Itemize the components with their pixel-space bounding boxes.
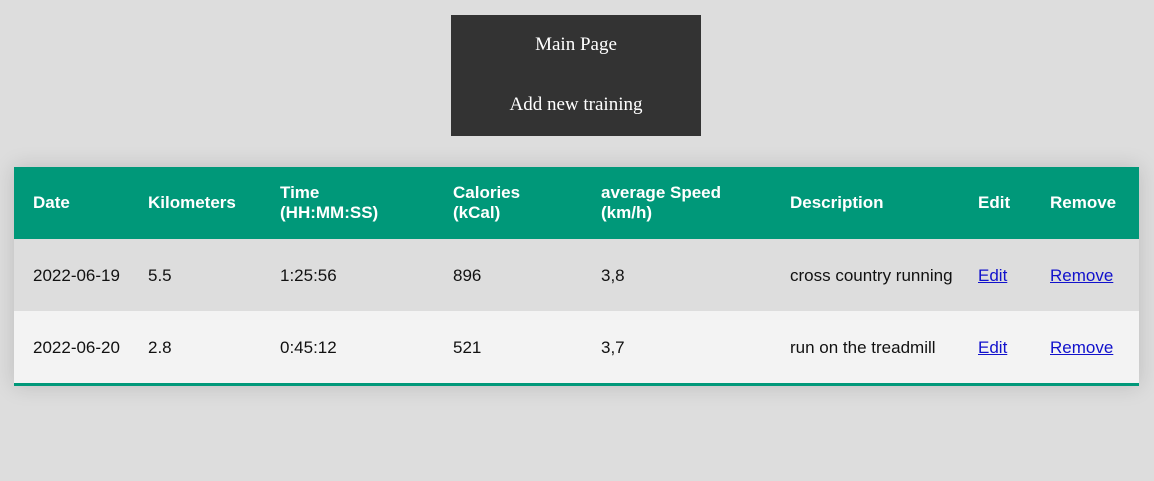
cell-kilometers: 5.5 bbox=[148, 265, 172, 285]
add-new-training-link[interactable]: Add new training bbox=[509, 94, 643, 115]
header-row: Date Kilometers Time (HH:MM:SS) Calories(… bbox=[14, 167, 1139, 239]
cell-description: cross country running bbox=[790, 265, 953, 285]
header-description: Description bbox=[790, 193, 884, 212]
cell-edit: Edit bbox=[959, 311, 1031, 383]
trainings-table: Date Kilometers Time (HH:MM:SS) Calories(… bbox=[14, 167, 1139, 383]
cell-remove: Remove bbox=[1031, 311, 1139, 383]
header-date: Date bbox=[33, 193, 70, 212]
table-row: 2022-06-20 2.8 0:45:12 521 3,7 run on th… bbox=[14, 311, 1139, 383]
header-edit: Edit bbox=[978, 193, 1011, 212]
remove-link[interactable]: Remove bbox=[1050, 337, 1114, 357]
cell-speed: 3,7 bbox=[601, 337, 625, 357]
cell-remove: Remove bbox=[1031, 239, 1139, 311]
cell-edit: Edit bbox=[959, 239, 1031, 311]
cell-time: 0:45:12 bbox=[280, 337, 337, 357]
cell-speed: 3,8 bbox=[601, 265, 625, 285]
edit-link[interactable]: Edit bbox=[978, 337, 1008, 357]
trainings-table-container: Date Kilometers Time (HH:MM:SS) Calories(… bbox=[14, 167, 1139, 386]
table-row: 2022-06-19 5.5 1:25:56 896 3,8 cross cou… bbox=[14, 239, 1139, 311]
cell-calories: 521 bbox=[453, 337, 482, 357]
cell-date: 2022-06-20 bbox=[33, 337, 120, 357]
cell-kilometers: 2.8 bbox=[148, 337, 172, 357]
table-body: 2022-06-19 5.5 1:25:56 896 3,8 cross cou… bbox=[14, 239, 1139, 383]
header-kilometers: Kilometers bbox=[148, 193, 236, 212]
header-remove: Remove bbox=[1050, 193, 1117, 212]
header-calories: Calories (kCal) bbox=[453, 183, 521, 222]
table-header: Date Kilometers Time (HH:MM:SS) Calories(… bbox=[14, 167, 1139, 239]
remove-link[interactable]: Remove bbox=[1050, 265, 1114, 285]
top-nav: Main Page Add new training bbox=[451, 15, 701, 136]
edit-link[interactable]: Edit bbox=[978, 265, 1008, 285]
cell-calories: 896 bbox=[453, 265, 482, 285]
cell-time: 1:25:56 bbox=[280, 265, 337, 285]
header-average-speed: average Speed (km/h) bbox=[601, 183, 722, 222]
header-time: Time (HH:MM:SS) bbox=[280, 183, 379, 222]
main-page-link[interactable]: Main Page bbox=[535, 34, 617, 55]
cell-description: run on the treadmill bbox=[790, 337, 936, 357]
cell-date: 2022-06-19 bbox=[33, 265, 120, 285]
